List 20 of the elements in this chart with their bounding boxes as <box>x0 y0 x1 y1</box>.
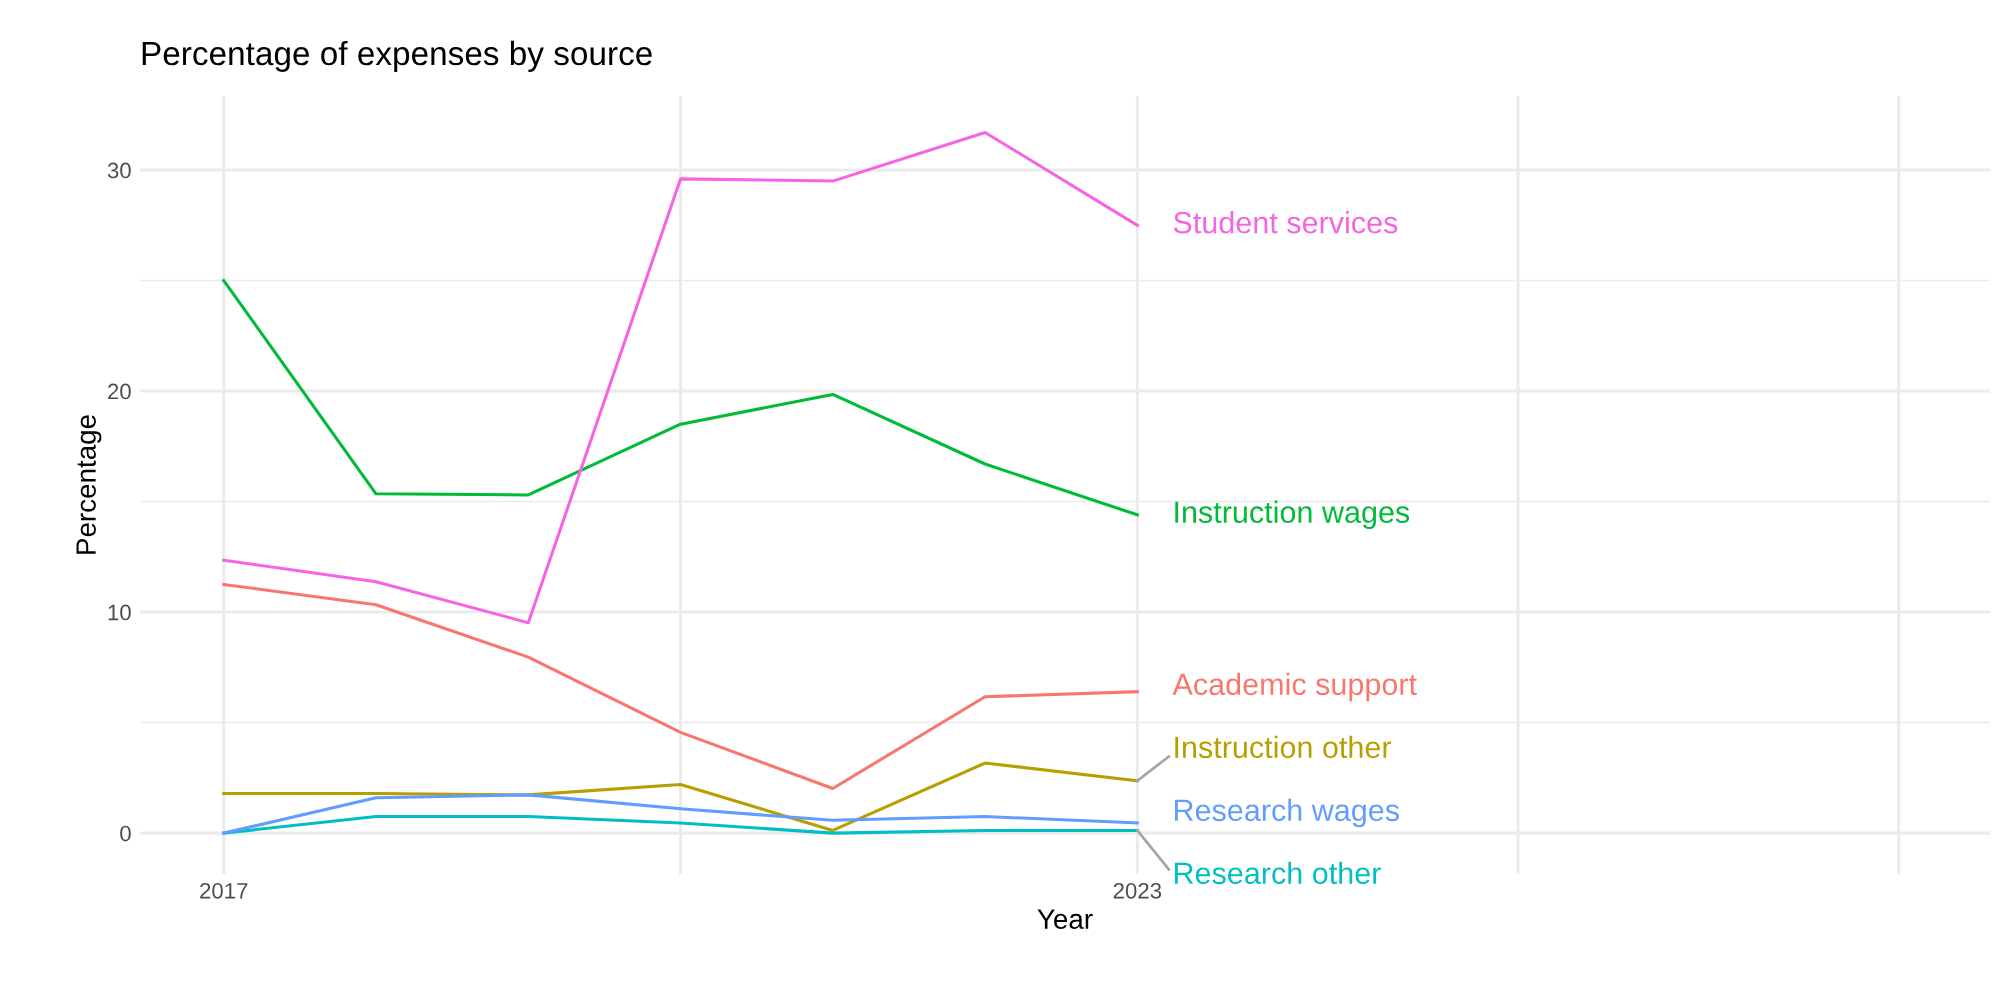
line-series <box>222 793 1139 835</box>
x-tick-label: 2017 <box>200 882 248 899</box>
chart-title: Percentage of expenses by source <box>142 40 652 72</box>
y-axis-title: Percentage <box>76 415 102 554</box>
series-label: Instruction wages <box>1175 500 1410 530</box>
line-series <box>222 130 1139 625</box>
series-label: Research other <box>1174 861 1381 885</box>
x-axis-title: Year <box>1037 909 1093 930</box>
series-label: Academic support <box>1172 672 1417 702</box>
series-label: Student services <box>1173 211 1398 234</box>
line-series <box>222 815 1139 835</box>
series-label: Instruction other <box>1175 735 1392 759</box>
series-label: Research wages <box>1174 798 1399 828</box>
line-series <box>222 582 1139 790</box>
line-series <box>222 279 1139 517</box>
y-tick-label: 20 <box>108 383 131 400</box>
x-tick-label: 2023 <box>1113 882 1162 899</box>
y-tick-label: 0 <box>120 825 131 842</box>
y-tick-label: 10 <box>108 604 131 621</box>
y-tick-label: 30 <box>107 162 131 179</box>
